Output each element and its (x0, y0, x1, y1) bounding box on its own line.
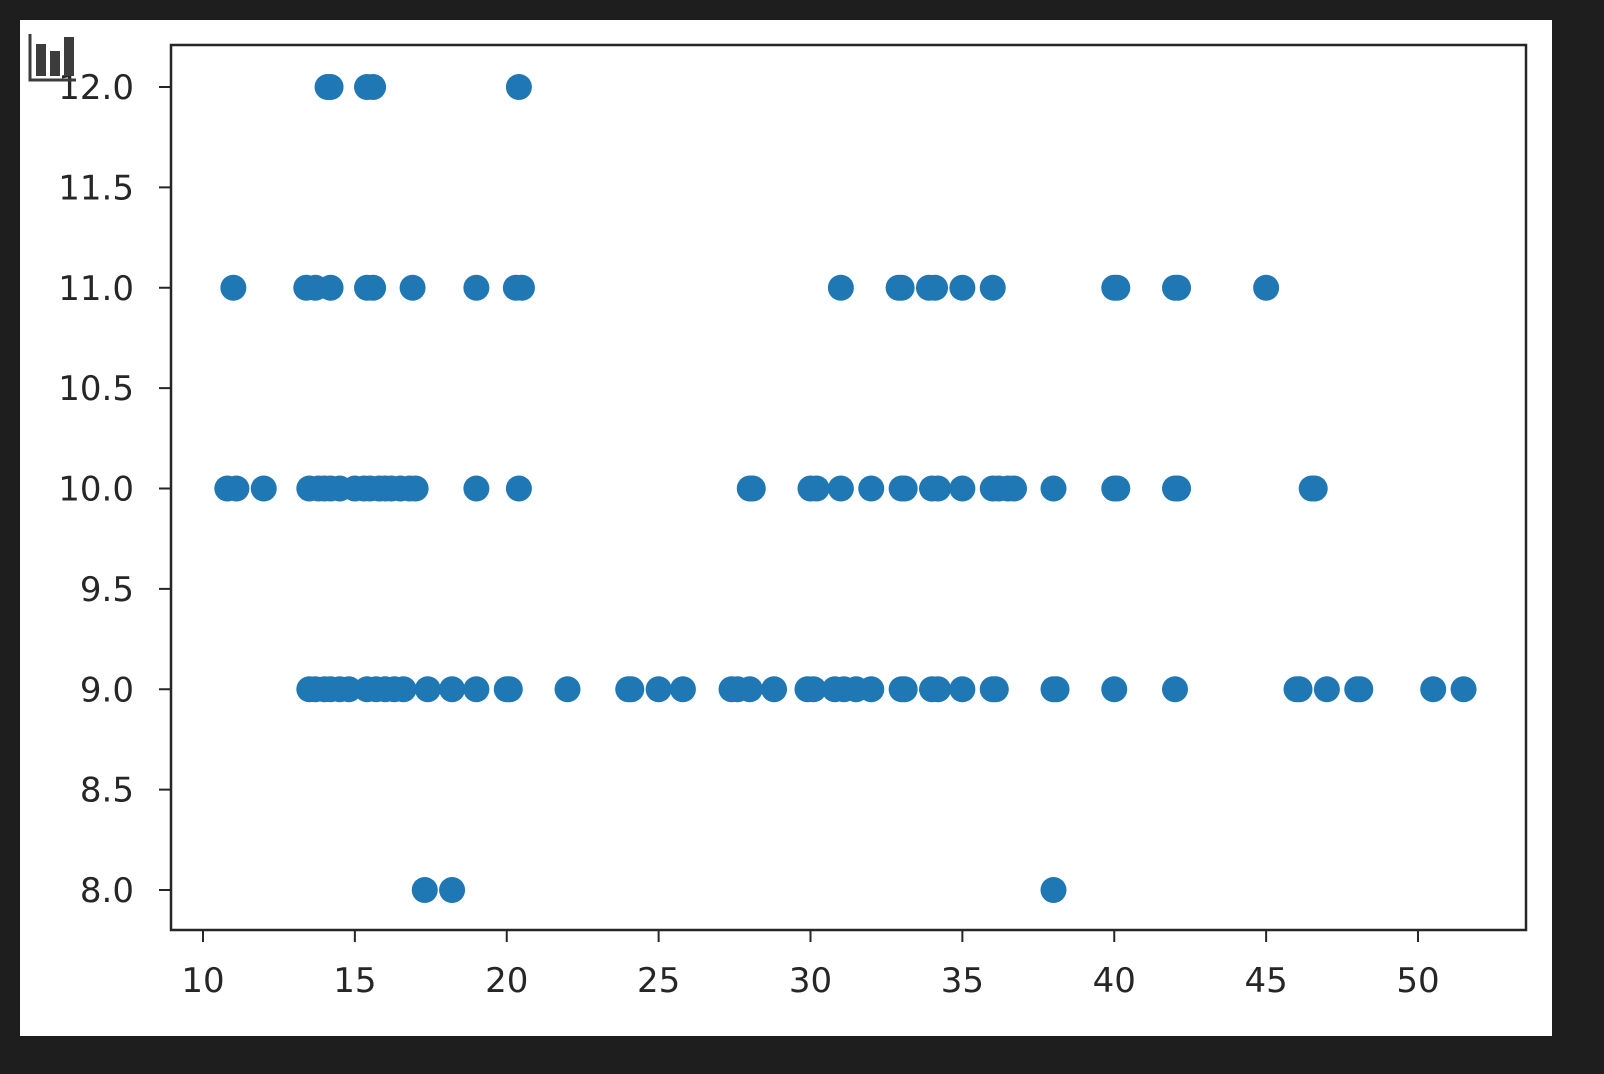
scatter-point (949, 676, 976, 703)
scatter-point (414, 676, 441, 703)
scatter-point (888, 274, 915, 301)
scatter-point (1253, 274, 1280, 301)
x-tick-label: 40 (1093, 961, 1136, 1001)
scatter-point (1347, 676, 1374, 703)
scatter-point (1162, 676, 1188, 703)
scatter-point (463, 274, 490, 301)
scatter-point (925, 676, 952, 703)
scatter-point (803, 475, 830, 502)
scatter-point (1165, 475, 1192, 502)
scatter-point (949, 274, 976, 301)
scatter-point (922, 274, 949, 301)
figure-canvas: 10 15 20 25 30 35 40 45 50 8.0 8.5 9.0 9.5 10.0 10.5 11… (20, 20, 1552, 1036)
scatter-point (439, 676, 466, 703)
scatter-point (1001, 475, 1028, 502)
scatter-point (505, 475, 532, 502)
y-tick-label: 10.5 (58, 369, 134, 409)
scatter-point (463, 475, 490, 502)
points-layer (214, 74, 1477, 903)
scatter-point (827, 475, 854, 502)
scatter-point (1165, 274, 1192, 301)
scatter-point (736, 676, 763, 703)
scatter-point (399, 274, 426, 301)
scatter-point (858, 676, 885, 703)
scatter-point (827, 274, 854, 301)
scatter-point (360, 274, 387, 301)
x-tick-label: 15 (333, 961, 376, 1001)
scatter-point (439, 877, 466, 903)
scatter-point (925, 475, 952, 502)
scatter-point (402, 475, 429, 502)
x-tick-label: 30 (789, 961, 832, 1001)
x-tick-label: 35 (941, 961, 984, 1001)
scatter-point (505, 74, 532, 100)
scatter-point (949, 475, 976, 502)
y-tick-label: 11.5 (58, 168, 134, 208)
scatter-point (1040, 877, 1067, 903)
scatter-point (508, 274, 535, 301)
x-tick-label: 20 (485, 961, 528, 1001)
scatter-point (982, 676, 1009, 703)
scatter-point (554, 676, 581, 703)
scatter-point (1313, 676, 1340, 703)
y-tick-label: 11.0 (58, 269, 134, 309)
scatter-point (618, 676, 645, 703)
ticks-layer: 10 15 20 25 30 35 40 45 50 8.0 8.5 9.0 9.5 10.0 10.5 11… (58, 68, 1439, 1001)
scatter-point (891, 676, 918, 703)
y-tick-label: 9.0 (80, 670, 134, 710)
scatter-plot: 10 15 20 25 30 35 40 45 50 8.0 8.5 9.0 9.5 10.0 10.5 11… (58, 43, 1528, 1001)
y-tick-label: 8.0 (80, 871, 134, 911)
scatter-point (390, 676, 417, 703)
scatter-point (496, 676, 523, 703)
scatter-point (317, 274, 344, 301)
scatter-point (1043, 676, 1070, 703)
scatter-point (739, 475, 766, 502)
scatter-point (761, 676, 788, 703)
scatter-point (223, 475, 250, 502)
scatter-point (411, 877, 438, 903)
scatter-point (1040, 475, 1067, 502)
scatter-point (979, 274, 1006, 301)
y-tick-label: 9.5 (80, 570, 134, 610)
scatter-point (645, 676, 672, 703)
scatter-point (463, 676, 490, 703)
scatter-point (800, 676, 827, 703)
x-tick-label: 45 (1244, 961, 1287, 1001)
scatter-point (858, 475, 885, 502)
scatter-point (1420, 676, 1447, 703)
scatter-point (1104, 274, 1131, 301)
scatter-point (1301, 475, 1328, 502)
scatter-point (1450, 676, 1477, 703)
x-tick-label: 10 (181, 961, 224, 1001)
scatter-point (1104, 475, 1131, 502)
scatter-point (250, 475, 277, 502)
scatter-point (1286, 676, 1313, 703)
scatter-point (891, 475, 918, 502)
y-tick-label: 10.0 (58, 470, 134, 510)
scatter-point (335, 676, 362, 703)
scatter-point (360, 74, 387, 100)
scatter-point (1101, 676, 1128, 703)
x-tick-label: 50 (1396, 961, 1439, 1001)
x-tick-label: 25 (637, 961, 680, 1001)
y-tick-label: 8.5 (80, 771, 134, 811)
scatter-point (220, 274, 247, 301)
bar-chart-icon[interactable] (28, 32, 76, 82)
scatter-point (317, 74, 344, 100)
scatter-point (669, 676, 696, 703)
